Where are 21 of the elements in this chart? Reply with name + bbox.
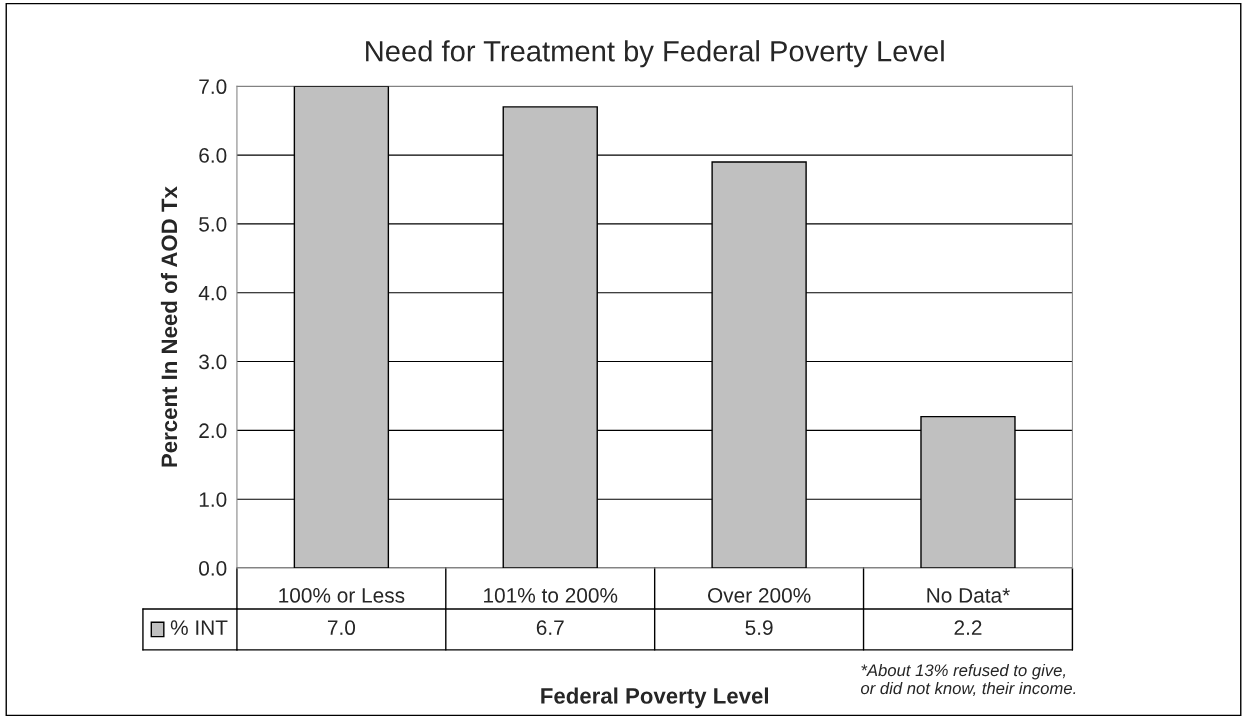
- x-axis-title: Federal Poverty Level: [541, 687, 768, 709]
- data-label: 7.0: [327, 620, 356, 636]
- y-tick-label: 3.0: [199, 354, 227, 370]
- x-tick-label: Over 200%: [707, 588, 811, 603]
- x-tick-label: 101% to 200%: [484, 588, 618, 603]
- y-tick-label: 7.0: [199, 79, 227, 95]
- data-label: 6.7: [536, 620, 564, 636]
- x-tick-label: 100% or Less: [279, 588, 405, 603]
- x-tick-label: No Data*: [927, 588, 1010, 603]
- chart-title: Need for Treatment by Federal Poverty Level: [366, 40, 944, 68]
- y-tick-label: 0.0: [199, 561, 227, 576]
- data-label: 2.2: [954, 620, 982, 635]
- y-tick-label: 5.0: [199, 216, 227, 232]
- y-tick-label: 2.0: [199, 423, 227, 439]
- text: *About 13% refused to give, or did not know, their income.: [860, 663, 1076, 697]
- y-axis-title: Percent In Need of AOD Tx: [160, 186, 178, 467]
- y-tick-label: 6.0: [199, 148, 227, 163]
- y-tick-label: 1.0: [199, 492, 227, 507]
- legend-label: % INT: [170, 620, 228, 635]
- y-tick-label: 4.0: [198, 285, 227, 301]
- data-label: 5.9: [745, 620, 773, 636]
